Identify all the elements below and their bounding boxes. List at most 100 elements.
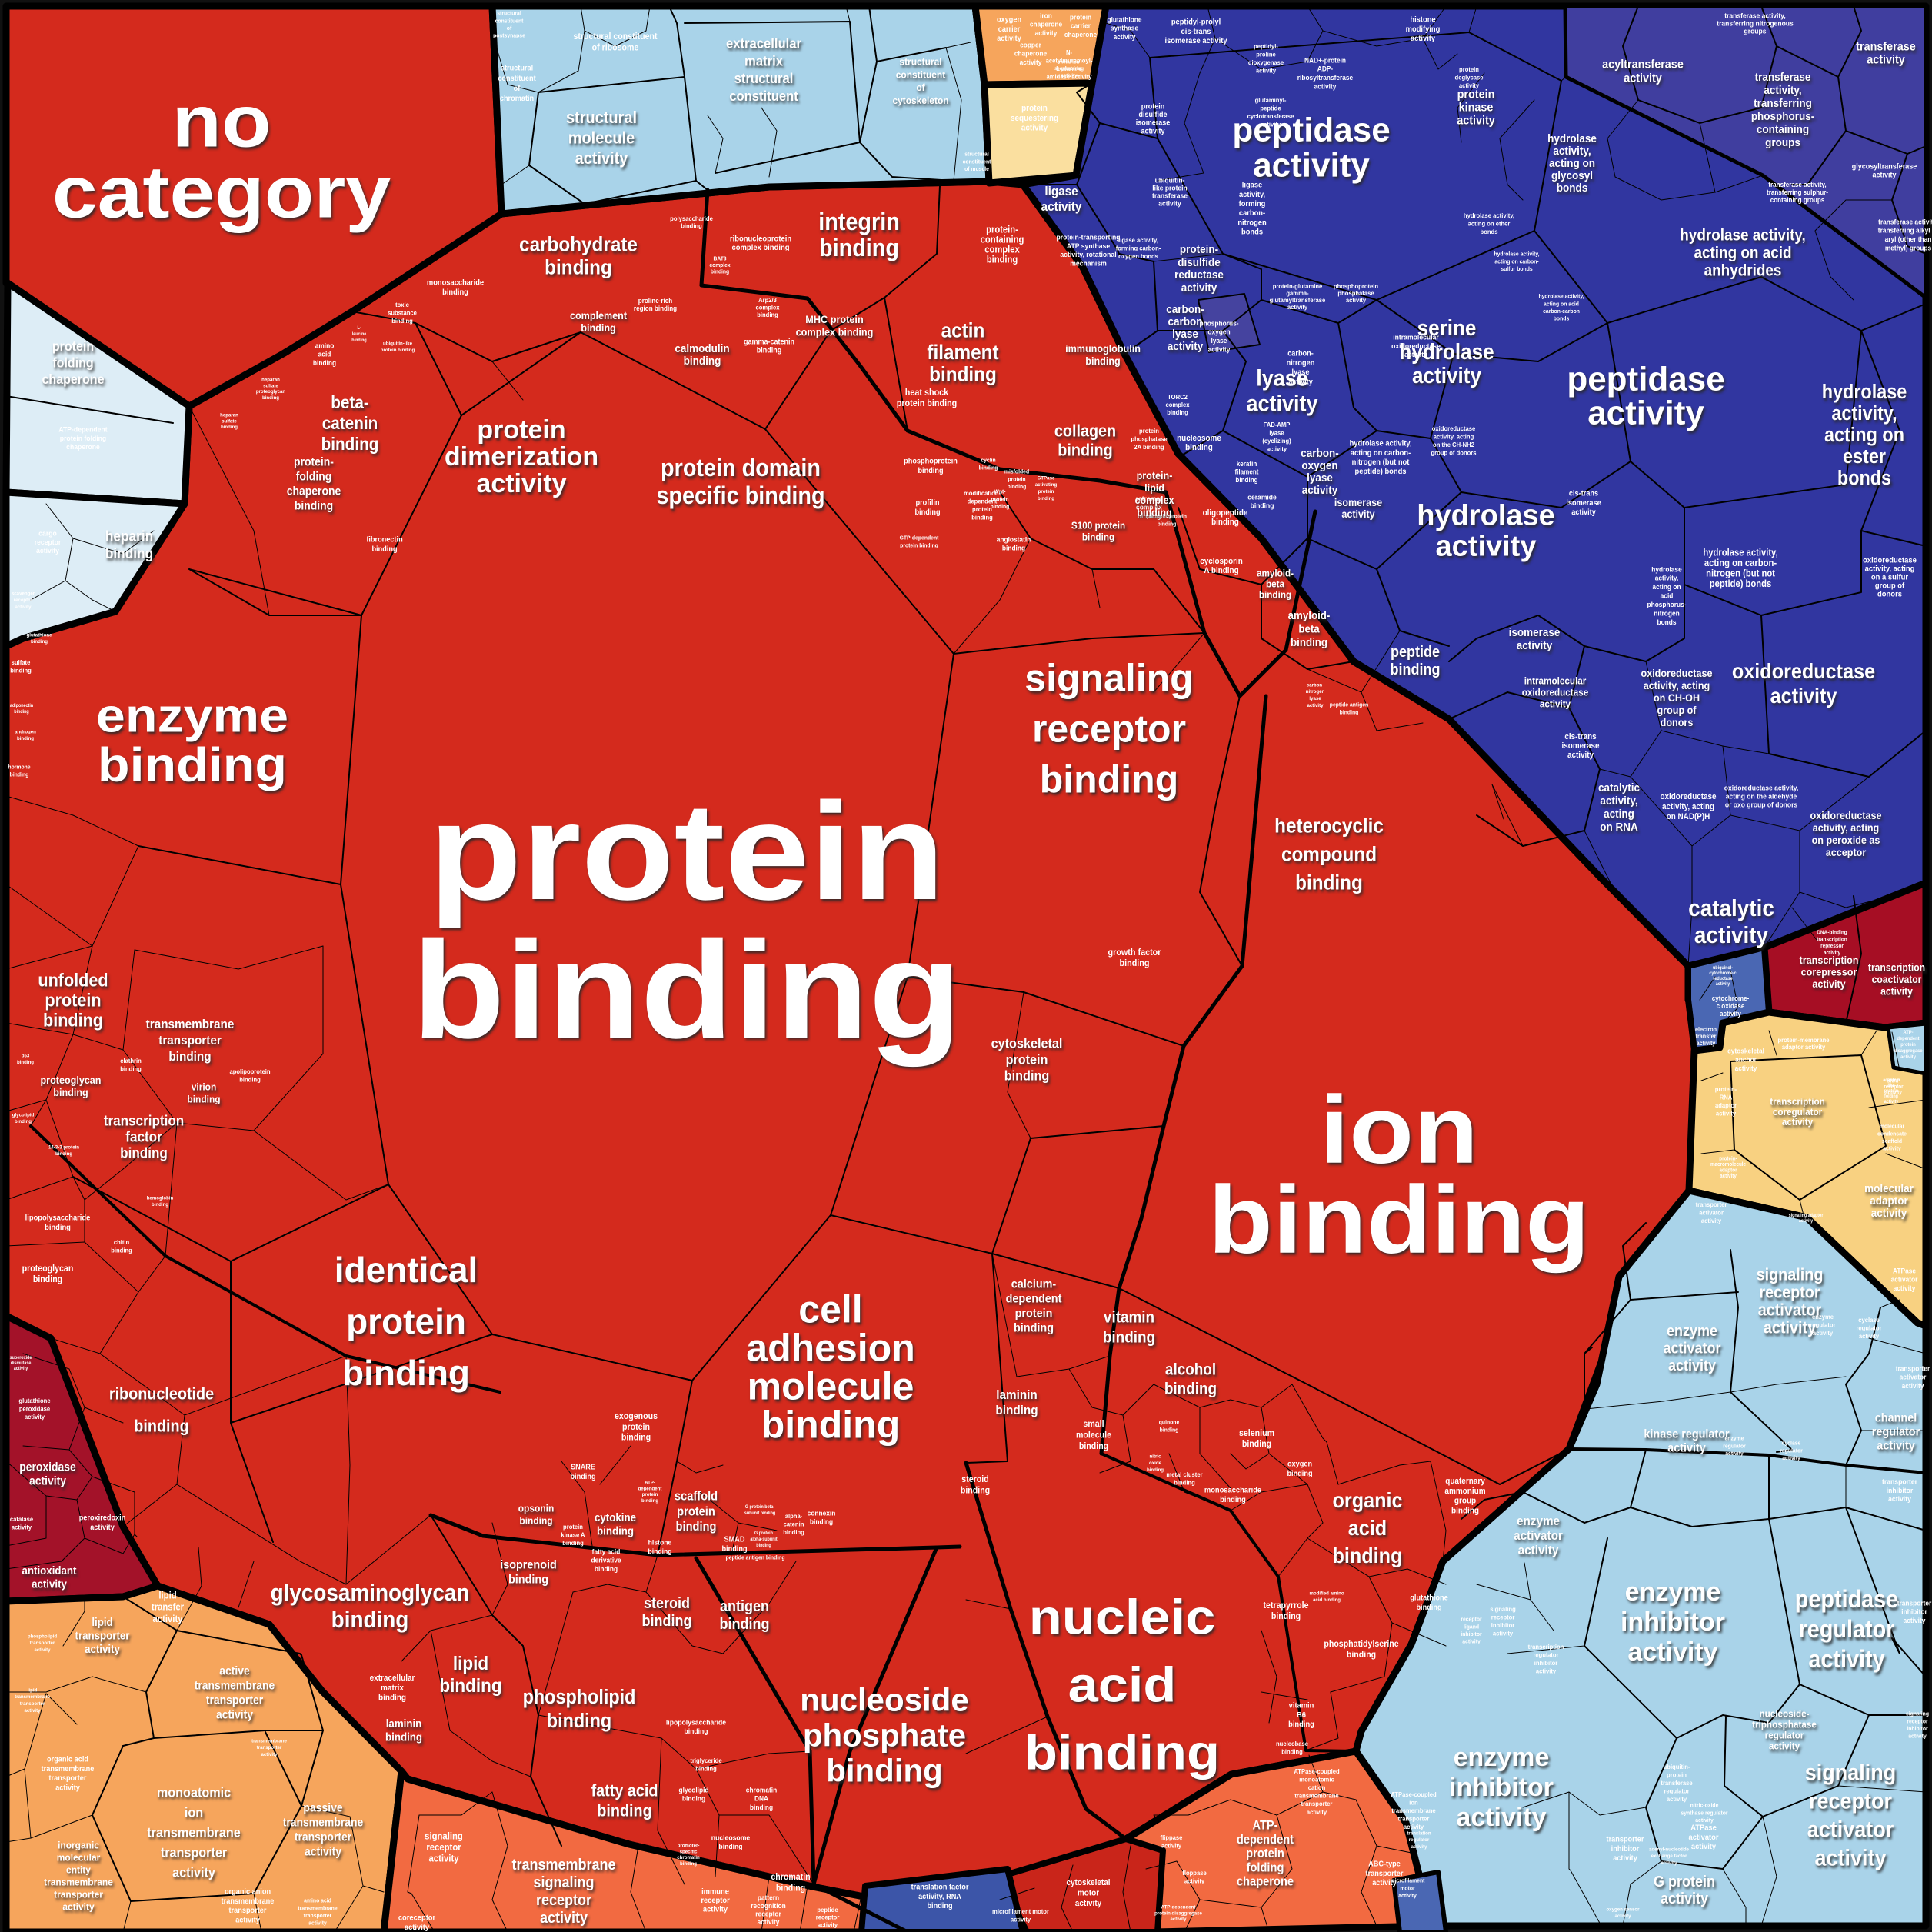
svg-text:ligase activity,forming carbon: ligase activity, forming carbon-oxygen bo…	[1116, 237, 1161, 261]
svg-text:hydrolase activity,acting on a: hydrolase activity, acting on acid carbon-…	[1538, 292, 1584, 321]
svg-text:hydrolase activity,acting on a: hydrolase activity, acting on acid anhydri…	[1680, 227, 1805, 280]
